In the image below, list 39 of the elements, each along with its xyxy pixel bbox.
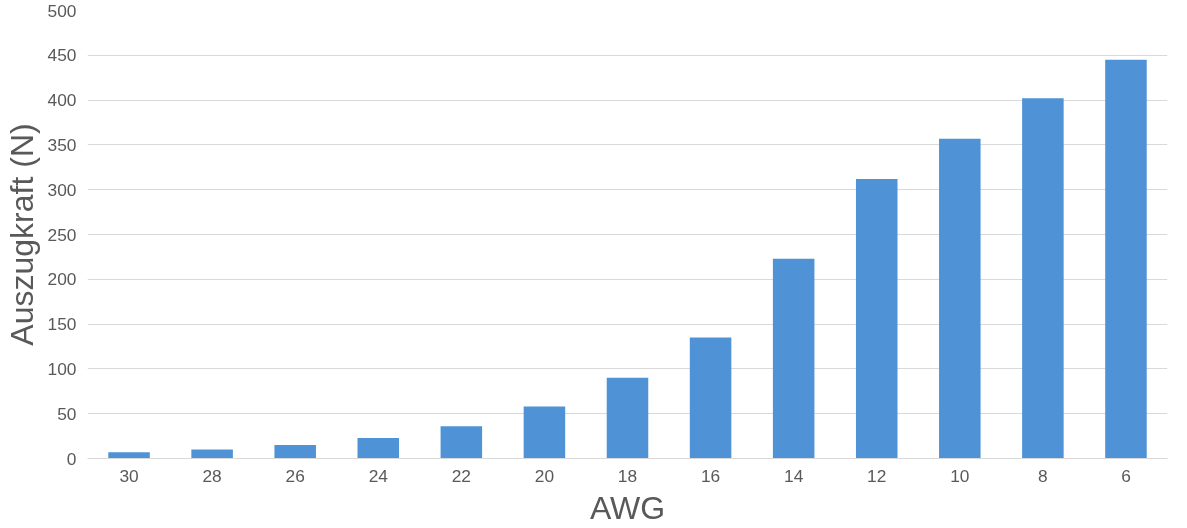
bar	[855, 178, 898, 459]
y-tick-label: 0	[66, 448, 77, 469]
bar	[440, 426, 483, 459]
y-tick-label: 400	[47, 90, 77, 111]
bar	[606, 377, 649, 459]
x-tick-label: 22	[451, 465, 471, 486]
x-tick-label: 24	[368, 465, 389, 486]
bar	[689, 337, 732, 459]
y-tick-label: 150	[47, 314, 77, 335]
x-tick-label: 26	[285, 465, 305, 486]
x-tick-label: 18	[617, 465, 638, 486]
x-tick-label: 30	[119, 465, 139, 486]
x-tick-label: 20	[534, 465, 555, 486]
bar	[1105, 59, 1147, 459]
y-tick-label: 100	[47, 358, 77, 379]
y-tick-label: 450	[47, 45, 77, 66]
x-tick-label: 6	[1121, 465, 1131, 486]
x-tick-label: 12	[867, 465, 887, 486]
y-tick-label: 350	[47, 134, 77, 155]
x-tick-label: 28	[202, 465, 222, 486]
x-axis-title: AWG	[589, 489, 666, 526]
bar	[939, 138, 981, 459]
bar	[1022, 98, 1064, 459]
x-tick-label: 14	[784, 465, 804, 486]
y-tick-label: 50	[57, 403, 77, 424]
bar	[108, 452, 150, 459]
y-tick-label: 200	[47, 269, 77, 290]
y-tick-label: 500	[47, 0, 77, 21]
bar	[191, 449, 233, 459]
x-tick-label: 8	[1038, 465, 1048, 486]
bar	[772, 258, 815, 459]
bar	[357, 437, 400, 459]
y-axis-title: Auszugkraft (N)	[3, 123, 40, 346]
y-tick-label: 300	[47, 179, 77, 200]
bar	[523, 406, 566, 459]
bar	[274, 445, 316, 459]
x-tick-label: 10	[950, 465, 970, 486]
y-tick-label: 250	[47, 224, 77, 245]
x-tick-label: 16	[700, 465, 721, 486]
